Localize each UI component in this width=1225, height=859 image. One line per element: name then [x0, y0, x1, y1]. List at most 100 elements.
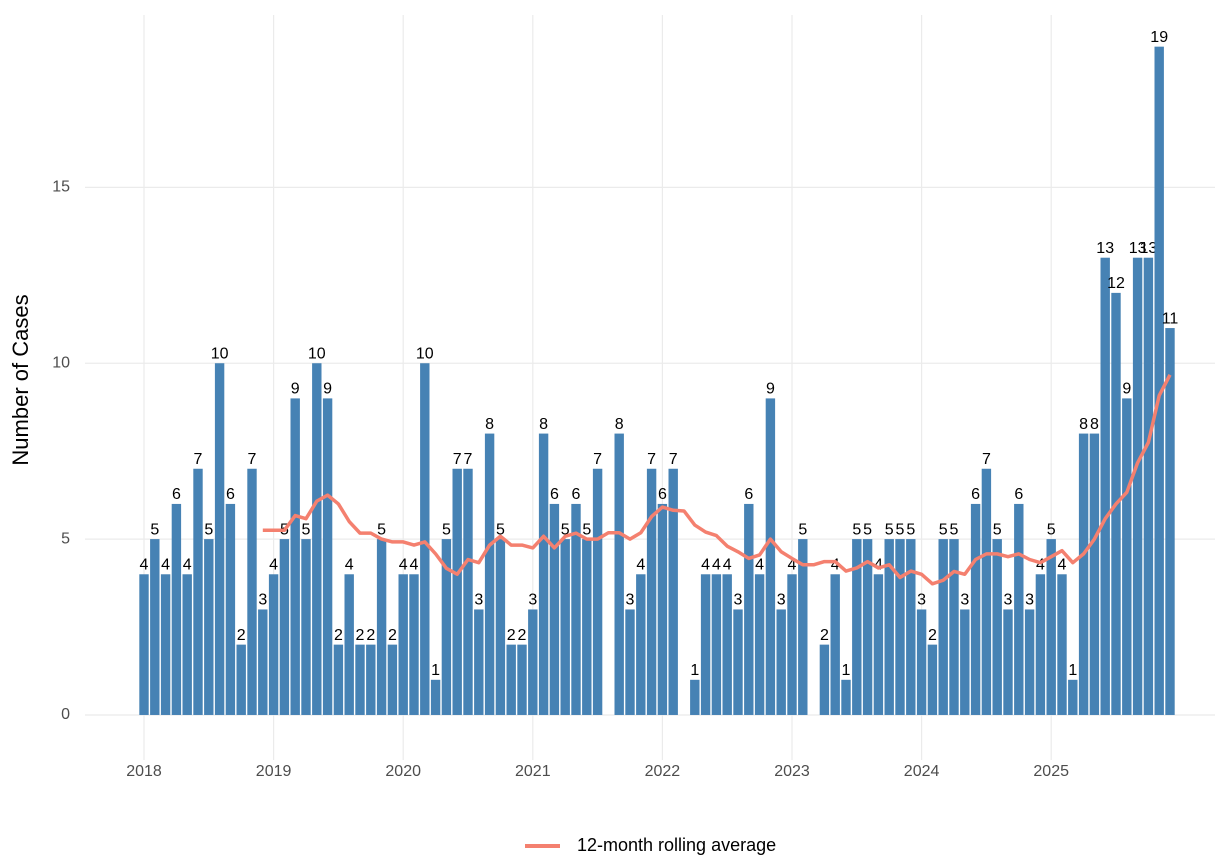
- bar: [312, 363, 322, 715]
- bar: [1014, 503, 1024, 715]
- bar: [1046, 539, 1056, 715]
- data-label: 5: [896, 521, 905, 538]
- bar: [268, 574, 279, 715]
- y-tick-label: 5: [61, 530, 70, 547]
- bar: [247, 468, 257, 715]
- data-label: 7: [982, 451, 991, 468]
- data-label: 11: [1162, 310, 1179, 327]
- data-label: 6: [226, 486, 235, 503]
- bar: [538, 433, 549, 715]
- bar: [495, 539, 506, 715]
- bar: [1003, 609, 1013, 715]
- bar: [1068, 679, 1078, 715]
- bar: [366, 644, 376, 715]
- bar: [614, 433, 624, 715]
- data-label: 9: [1122, 381, 1131, 398]
- data-label: 3: [626, 592, 635, 609]
- bar: [970, 503, 981, 715]
- bar: [1154, 46, 1164, 715]
- data-label: 2: [928, 627, 937, 644]
- data-label: 7: [453, 451, 462, 468]
- data-label: 4: [410, 556, 419, 573]
- data-label: 5: [561, 521, 570, 538]
- bar: [884, 539, 894, 715]
- data-label: 8: [539, 416, 548, 433]
- y-axis-label: Number of Cases: [8, 294, 33, 465]
- data-label: 7: [669, 451, 678, 468]
- bar: [787, 574, 797, 715]
- bar: [625, 609, 635, 715]
- data-label: 1: [842, 662, 851, 679]
- bar: [474, 609, 484, 715]
- data-label: 13: [1096, 240, 1114, 257]
- data-label: 8: [485, 416, 494, 433]
- bar: [1143, 257, 1154, 715]
- data-label: 7: [248, 451, 257, 468]
- data-label: 4: [140, 556, 149, 573]
- data-label: 4: [269, 556, 278, 573]
- bar: [139, 574, 149, 715]
- bar: [560, 539, 570, 715]
- data-label: 4: [712, 556, 721, 573]
- bar: [322, 398, 333, 715]
- data-label: 6: [658, 486, 667, 503]
- bar: [204, 539, 214, 715]
- bar: [398, 574, 408, 715]
- bar: [927, 644, 938, 715]
- data-label: 3: [258, 592, 267, 609]
- data-label: 3: [528, 592, 537, 609]
- bar: [290, 398, 300, 715]
- data-label: 4: [1058, 556, 1067, 573]
- bar: [1024, 609, 1035, 715]
- bar: [700, 574, 711, 715]
- bar: [182, 574, 192, 715]
- data-label: 5: [442, 521, 451, 538]
- bar: [873, 574, 884, 715]
- bar: [1057, 574, 1067, 715]
- data-label: 7: [647, 451, 656, 468]
- bar: [506, 644, 516, 715]
- data-label: 5: [496, 521, 505, 538]
- bar: [582, 539, 592, 715]
- data-label: 5: [885, 521, 894, 538]
- x-tick-label: 2023: [774, 763, 810, 780]
- bar: [1122, 398, 1132, 715]
- bar: [452, 468, 462, 715]
- data-label: 3: [1025, 592, 1034, 609]
- data-label: 4: [874, 556, 883, 573]
- bar: [517, 644, 527, 715]
- data-label: 6: [971, 486, 980, 503]
- data-label: 3: [960, 592, 969, 609]
- x-tick-label: 2025: [1033, 763, 1069, 780]
- data-label: 1: [1068, 662, 1077, 679]
- bar: [214, 363, 225, 715]
- x-tick-label: 2024: [904, 763, 940, 780]
- data-label: 5: [950, 521, 959, 538]
- data-label: 8: [1090, 416, 1099, 433]
- data-label: 6: [572, 486, 581, 503]
- bar: [906, 539, 916, 715]
- data-label: 10: [211, 345, 229, 362]
- bar: [1089, 433, 1100, 715]
- data-label: 5: [1047, 521, 1056, 538]
- data-label: 10: [416, 345, 434, 362]
- bar: [830, 574, 840, 715]
- bar: [463, 468, 473, 715]
- data-label: 5: [863, 521, 872, 538]
- data-label: 2: [237, 627, 246, 644]
- legend-label: 12-month rolling average: [577, 835, 776, 855]
- data-label: 2: [820, 627, 829, 644]
- bar: [862, 539, 873, 715]
- bar: [668, 468, 678, 715]
- bar: [441, 539, 452, 715]
- data-label: 13: [1140, 240, 1158, 257]
- bar: [722, 574, 732, 715]
- data-label: 2: [507, 627, 516, 644]
- data-label: 5: [204, 521, 213, 538]
- bar: [949, 539, 959, 715]
- bar: [646, 468, 657, 715]
- bar: [1078, 433, 1089, 715]
- data-label: 9: [323, 381, 332, 398]
- data-label: 7: [593, 451, 602, 468]
- data-label: 4: [1036, 556, 1045, 573]
